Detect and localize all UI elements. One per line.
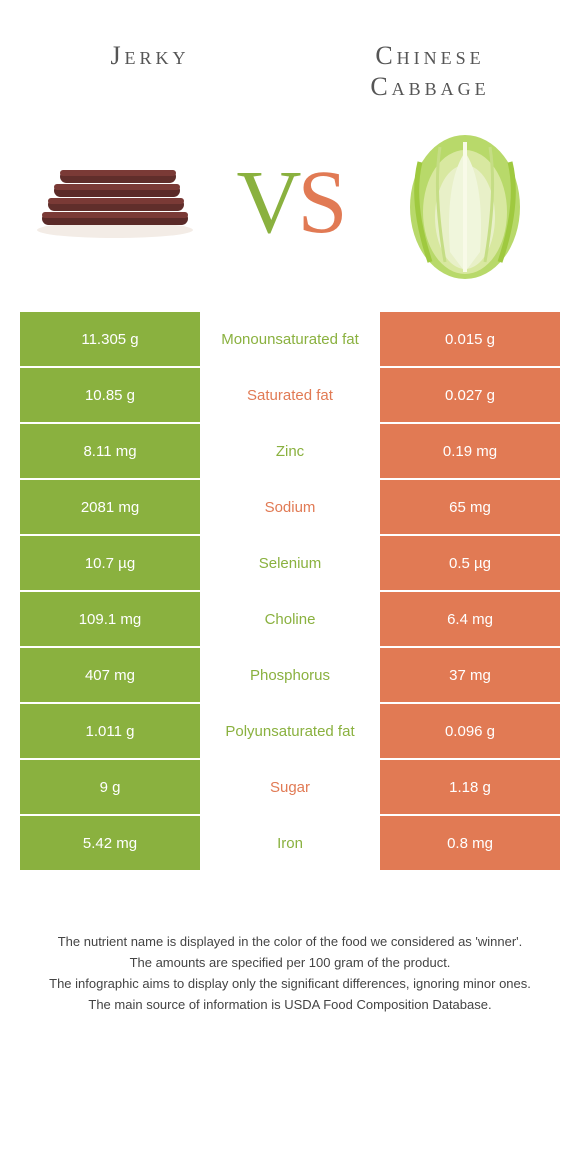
right-value: 0.19 mg [380,424,560,480]
footer-line-4: The main source of information is USDA F… [30,995,550,1016]
table-row: 11.305 gMonounsaturated fat0.015 g [20,312,560,368]
left-value: 10.85 g [20,368,200,424]
right-value: 0.027 g [380,368,560,424]
table-row: 2081 mgSodium65 mg [20,480,560,536]
left-value: 8.11 mg [20,424,200,480]
nutrient-label: Phosphorus [200,648,380,704]
left-value: 9 g [20,760,200,816]
left-value: 5.42 mg [20,816,200,872]
table-row: 9 gSugar1.18 g [20,760,560,816]
footer-line-2: The amounts are specified per 100 gram o… [30,953,550,974]
nutrient-label: Choline [200,592,380,648]
left-value: 2081 mg [20,480,200,536]
nutrient-label: Monounsaturated fat [200,312,380,368]
footer-line-3: The infographic aims to display only the… [30,974,550,995]
nutrient-label: Polyunsaturated fat [200,704,380,760]
nutrient-label: Selenium [200,536,380,592]
left-value: 109.1 mg [20,592,200,648]
right-value: 0.5 µg [380,536,560,592]
right-value: 0.8 mg [380,816,560,872]
jerky-image [30,122,200,282]
header: Jerky Chinese Cabbage [0,0,580,112]
right-value: 1.18 g [380,760,560,816]
footer-notes: The nutrient name is displayed in the co… [0,872,580,1035]
left-food-title: Jerky [50,40,250,71]
cabbage-icon [395,122,535,282]
right-food-title: Chinese Cabbage [330,40,530,102]
table-row: 10.7 µgSelenium0.5 µg [20,536,560,592]
table-row: 8.11 mgZinc0.19 mg [20,424,560,480]
table-row: 10.85 gSaturated fat0.027 g [20,368,560,424]
footer-line-1: The nutrient name is displayed in the co… [30,932,550,953]
right-value: 0.096 g [380,704,560,760]
infographic-container: Jerky Chinese Cabbage VS [0,0,580,1036]
left-value: 10.7 µg [20,536,200,592]
nutrient-label: Iron [200,816,380,872]
nutrient-label: Zinc [200,424,380,480]
table-row: 407 mgPhosphorus37 mg [20,648,560,704]
left-value: 11.305 g [20,312,200,368]
left-value: 1.011 g [20,704,200,760]
table-row: 5.42 mgIron0.8 mg [20,816,560,872]
right-value: 37 mg [380,648,560,704]
vs-s: S [297,153,343,252]
comparison-table: 11.305 gMonounsaturated fat0.015 g10.85 … [20,312,560,872]
jerky-icon [30,152,200,252]
hero-row: VS [0,112,580,312]
cabbage-image [380,122,550,282]
right-value: 6.4 mg [380,592,560,648]
vs-v: V [236,153,297,252]
right-value: 0.015 g [380,312,560,368]
nutrient-label: Sodium [200,480,380,536]
left-value: 407 mg [20,648,200,704]
nutrient-label: Sugar [200,760,380,816]
nutrient-label: Saturated fat [200,368,380,424]
vs-label: VS [236,151,343,254]
table-row: 1.011 gPolyunsaturated fat0.096 g [20,704,560,760]
right-value: 65 mg [380,480,560,536]
table-row: 109.1 mgCholine6.4 mg [20,592,560,648]
